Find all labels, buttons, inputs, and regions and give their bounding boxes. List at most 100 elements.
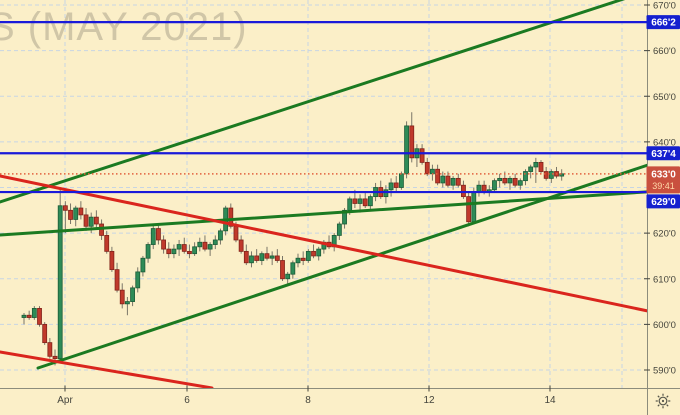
candle-up <box>440 175 446 184</box>
x-tick-label: 6 <box>184 395 190 406</box>
candle-up <box>383 189 389 198</box>
candle-down <box>502 177 508 184</box>
candle-up <box>388 182 394 191</box>
candle-down <box>538 162 544 172</box>
countdown-label: 39:41 <box>652 181 675 191</box>
y-tick-label: 610'0 <box>653 274 676 285</box>
y-axis[interactable]: 670'0 660'0 650'0 640'0 620'0 610'0 600'0 590'0 <box>644 1 676 377</box>
y-tick-label: 650'0 <box>653 92 676 103</box>
candle-down <box>78 207 84 216</box>
candle-down <box>26 314 32 318</box>
y-tick-label: 600'0 <box>653 320 676 331</box>
candle-down <box>254 255 260 261</box>
candle-up <box>150 228 156 245</box>
candle-down <box>300 257 306 261</box>
candle-up <box>548 171 554 179</box>
candle-up <box>492 180 497 191</box>
candle-up <box>140 257 146 273</box>
candle-up <box>212 239 218 245</box>
price-badge-637'4 <box>646 146 680 161</box>
candle-down <box>166 248 172 255</box>
candle-up <box>290 262 296 275</box>
y-tick-label: 660'0 <box>653 46 676 57</box>
candle-down <box>445 175 451 186</box>
y-tick-label: 590'0 <box>653 366 676 377</box>
watermark: S (MAY 2021) <box>0 5 248 49</box>
candle-up <box>125 301 130 305</box>
price-badge-label: 666'2 <box>651 18 676 29</box>
candle-up <box>88 216 94 227</box>
gear-icon-spoke <box>666 404 669 407</box>
candle-up <box>176 244 182 250</box>
gear-icon-center <box>661 399 665 403</box>
candle-down <box>114 269 120 291</box>
candle-down <box>47 342 53 357</box>
trendlines <box>0 0 648 388</box>
trendline-green-channel-upper[interactable] <box>0 0 628 204</box>
candle-up <box>357 198 363 204</box>
candle-up <box>399 173 404 188</box>
y-tick-label: 640'0 <box>653 137 676 148</box>
candle-down <box>435 168 441 184</box>
candle-up <box>145 244 151 259</box>
candle-down <box>362 198 368 207</box>
x-tick-label: 8 <box>305 395 311 406</box>
price-badges: 666'2 637'4 633'039:41 629'0 <box>646 15 680 209</box>
candle-up <box>73 207 79 220</box>
settings-icon[interactable] <box>655 393 671 409</box>
price-badge-629'0 <box>646 194 680 209</box>
candle-up <box>135 271 141 289</box>
candle-down <box>202 241 208 250</box>
price-badge-label: 637'4 <box>651 149 676 160</box>
candle-down <box>238 239 244 252</box>
candle-up <box>218 230 223 241</box>
candle-down <box>181 244 187 252</box>
candle-down <box>274 255 280 261</box>
gear-icon-spoke <box>657 404 660 407</box>
candle-up <box>367 196 373 207</box>
candles <box>21 112 565 366</box>
price-badge-633'0 <box>646 166 680 194</box>
x-axis[interactable]: Apr 6 8 12 14 <box>57 385 556 407</box>
candle-up <box>285 273 291 280</box>
candle-up <box>249 255 254 264</box>
candle-down <box>233 225 239 241</box>
candle-up <box>130 287 135 302</box>
trendline-green-support[interactable] <box>0 190 648 237</box>
candle-up <box>497 177 503 182</box>
price-badge-label: 633'0 <box>651 169 676 180</box>
candle-up <box>269 255 275 259</box>
trendline-red-resistance[interactable] <box>0 174 648 313</box>
candle-up <box>316 248 322 257</box>
price-badge-label: 629'0 <box>651 197 676 208</box>
level-lines <box>0 21 647 194</box>
candle-up <box>197 241 203 248</box>
gridlines <box>0 0 647 388</box>
candle-up <box>342 209 347 225</box>
y-tick-label: 670'0 <box>653 1 676 12</box>
candle-down <box>512 177 518 186</box>
x-tick-label: 14 <box>544 395 556 406</box>
candle-down <box>62 205 68 211</box>
candle-down <box>109 250 115 271</box>
candle-down <box>409 125 415 159</box>
x-tick-label: Apr <box>57 395 73 406</box>
candle-up <box>57 205 63 359</box>
trendline-red-support[interactable] <box>0 350 214 388</box>
candle-up <box>259 253 265 261</box>
candle-down <box>104 235 110 252</box>
candle-down <box>419 148 425 163</box>
candle-up <box>559 173 565 177</box>
x-tick-label: 12 <box>423 395 435 406</box>
candle-up <box>171 248 177 255</box>
candle-up <box>471 191 477 223</box>
candle-down <box>228 207 234 227</box>
candle-down <box>187 250 192 255</box>
candle-down <box>161 239 166 250</box>
gear-icon-spoke <box>666 395 669 398</box>
candle-up <box>533 162 539 168</box>
gear-icon <box>658 396 668 406</box>
